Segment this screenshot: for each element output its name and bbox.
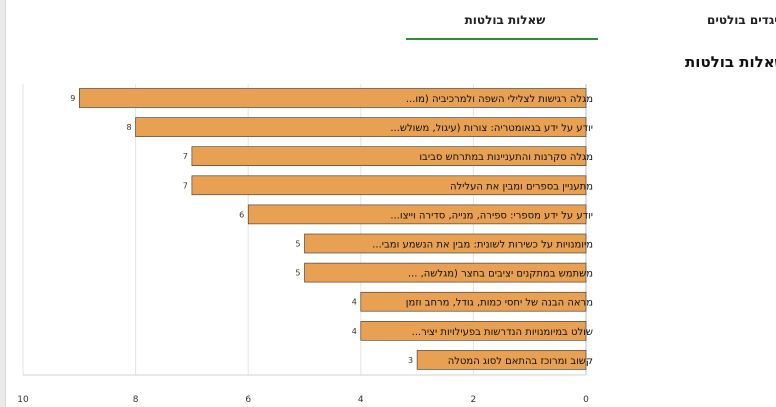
category-label: משתמש במתקנים יציבים בחצר (מגלשה, ...: [408, 269, 593, 280]
x-tick-label: 0: [583, 395, 589, 405]
bar: [304, 262, 587, 283]
bar: [247, 204, 587, 225]
category-label: שולט במיומנויות הנדרשות בפעילויות יציר..…: [412, 327, 593, 338]
x-tick-label: 8: [133, 395, 139, 405]
chart-title: שאלות בולטות: [685, 53, 776, 71]
bar-value-label: 6: [239, 210, 244, 219]
x-tick-label: 4: [358, 395, 364, 405]
category-label: מגלה סקרנות והתעניינות במתרחש סביבו: [419, 152, 593, 163]
bar: [360, 320, 587, 341]
bar-value-label: 7: [183, 152, 188, 161]
bar: [304, 233, 587, 254]
x-tick-label: 6: [245, 395, 251, 405]
category-label: יודע על ידע בגאומטריה: צורות (עיגול, משו…: [390, 123, 593, 134]
category-label: מיומנויות על כשירות לשונית: מבין את הנשמ…: [372, 240, 593, 251]
category-label: מגלה רגישות לצלילי השפה ולמרכיביה (מו...: [406, 94, 593, 105]
bar-value-label: 9: [70, 94, 75, 103]
bar: [360, 291, 587, 312]
bar-value-label: 8: [127, 123, 132, 132]
bar: [135, 117, 587, 137]
bar-value-label: 4: [352, 298, 357, 307]
bar: [191, 146, 587, 166]
x-tick-label: 2: [471, 395, 477, 405]
x-tick-label: 10: [17, 395, 29, 405]
bar-value-label: 5: [295, 240, 300, 249]
bar-value-label: 3: [408, 356, 413, 365]
bar: [79, 88, 587, 108]
category-label: קשוב ומרוכז בהתאם לסוג המטלה: [448, 356, 593, 367]
bar: [416, 350, 587, 370]
category-label: יודע על ידע מספרי: ספירה, מנייה, סדירה ו…: [390, 210, 593, 221]
tab-questions[interactable]: שאלות בולטות: [464, 13, 546, 27]
bar-value-label: 4: [352, 327, 357, 336]
active-tab-indicator: [406, 38, 598, 40]
bar-value-label: 5: [295, 269, 300, 278]
bar: [191, 175, 587, 196]
tab-statements[interactable]: היגדים בולטים: [707, 13, 776, 27]
category-label: מראה הבנה של יחסי כמות, גודל, מרחב וזמן: [406, 298, 593, 309]
bar-value-label: 7: [183, 181, 188, 190]
category-label: מתעניין בספרים ומבין את העלילה: [450, 181, 593, 192]
